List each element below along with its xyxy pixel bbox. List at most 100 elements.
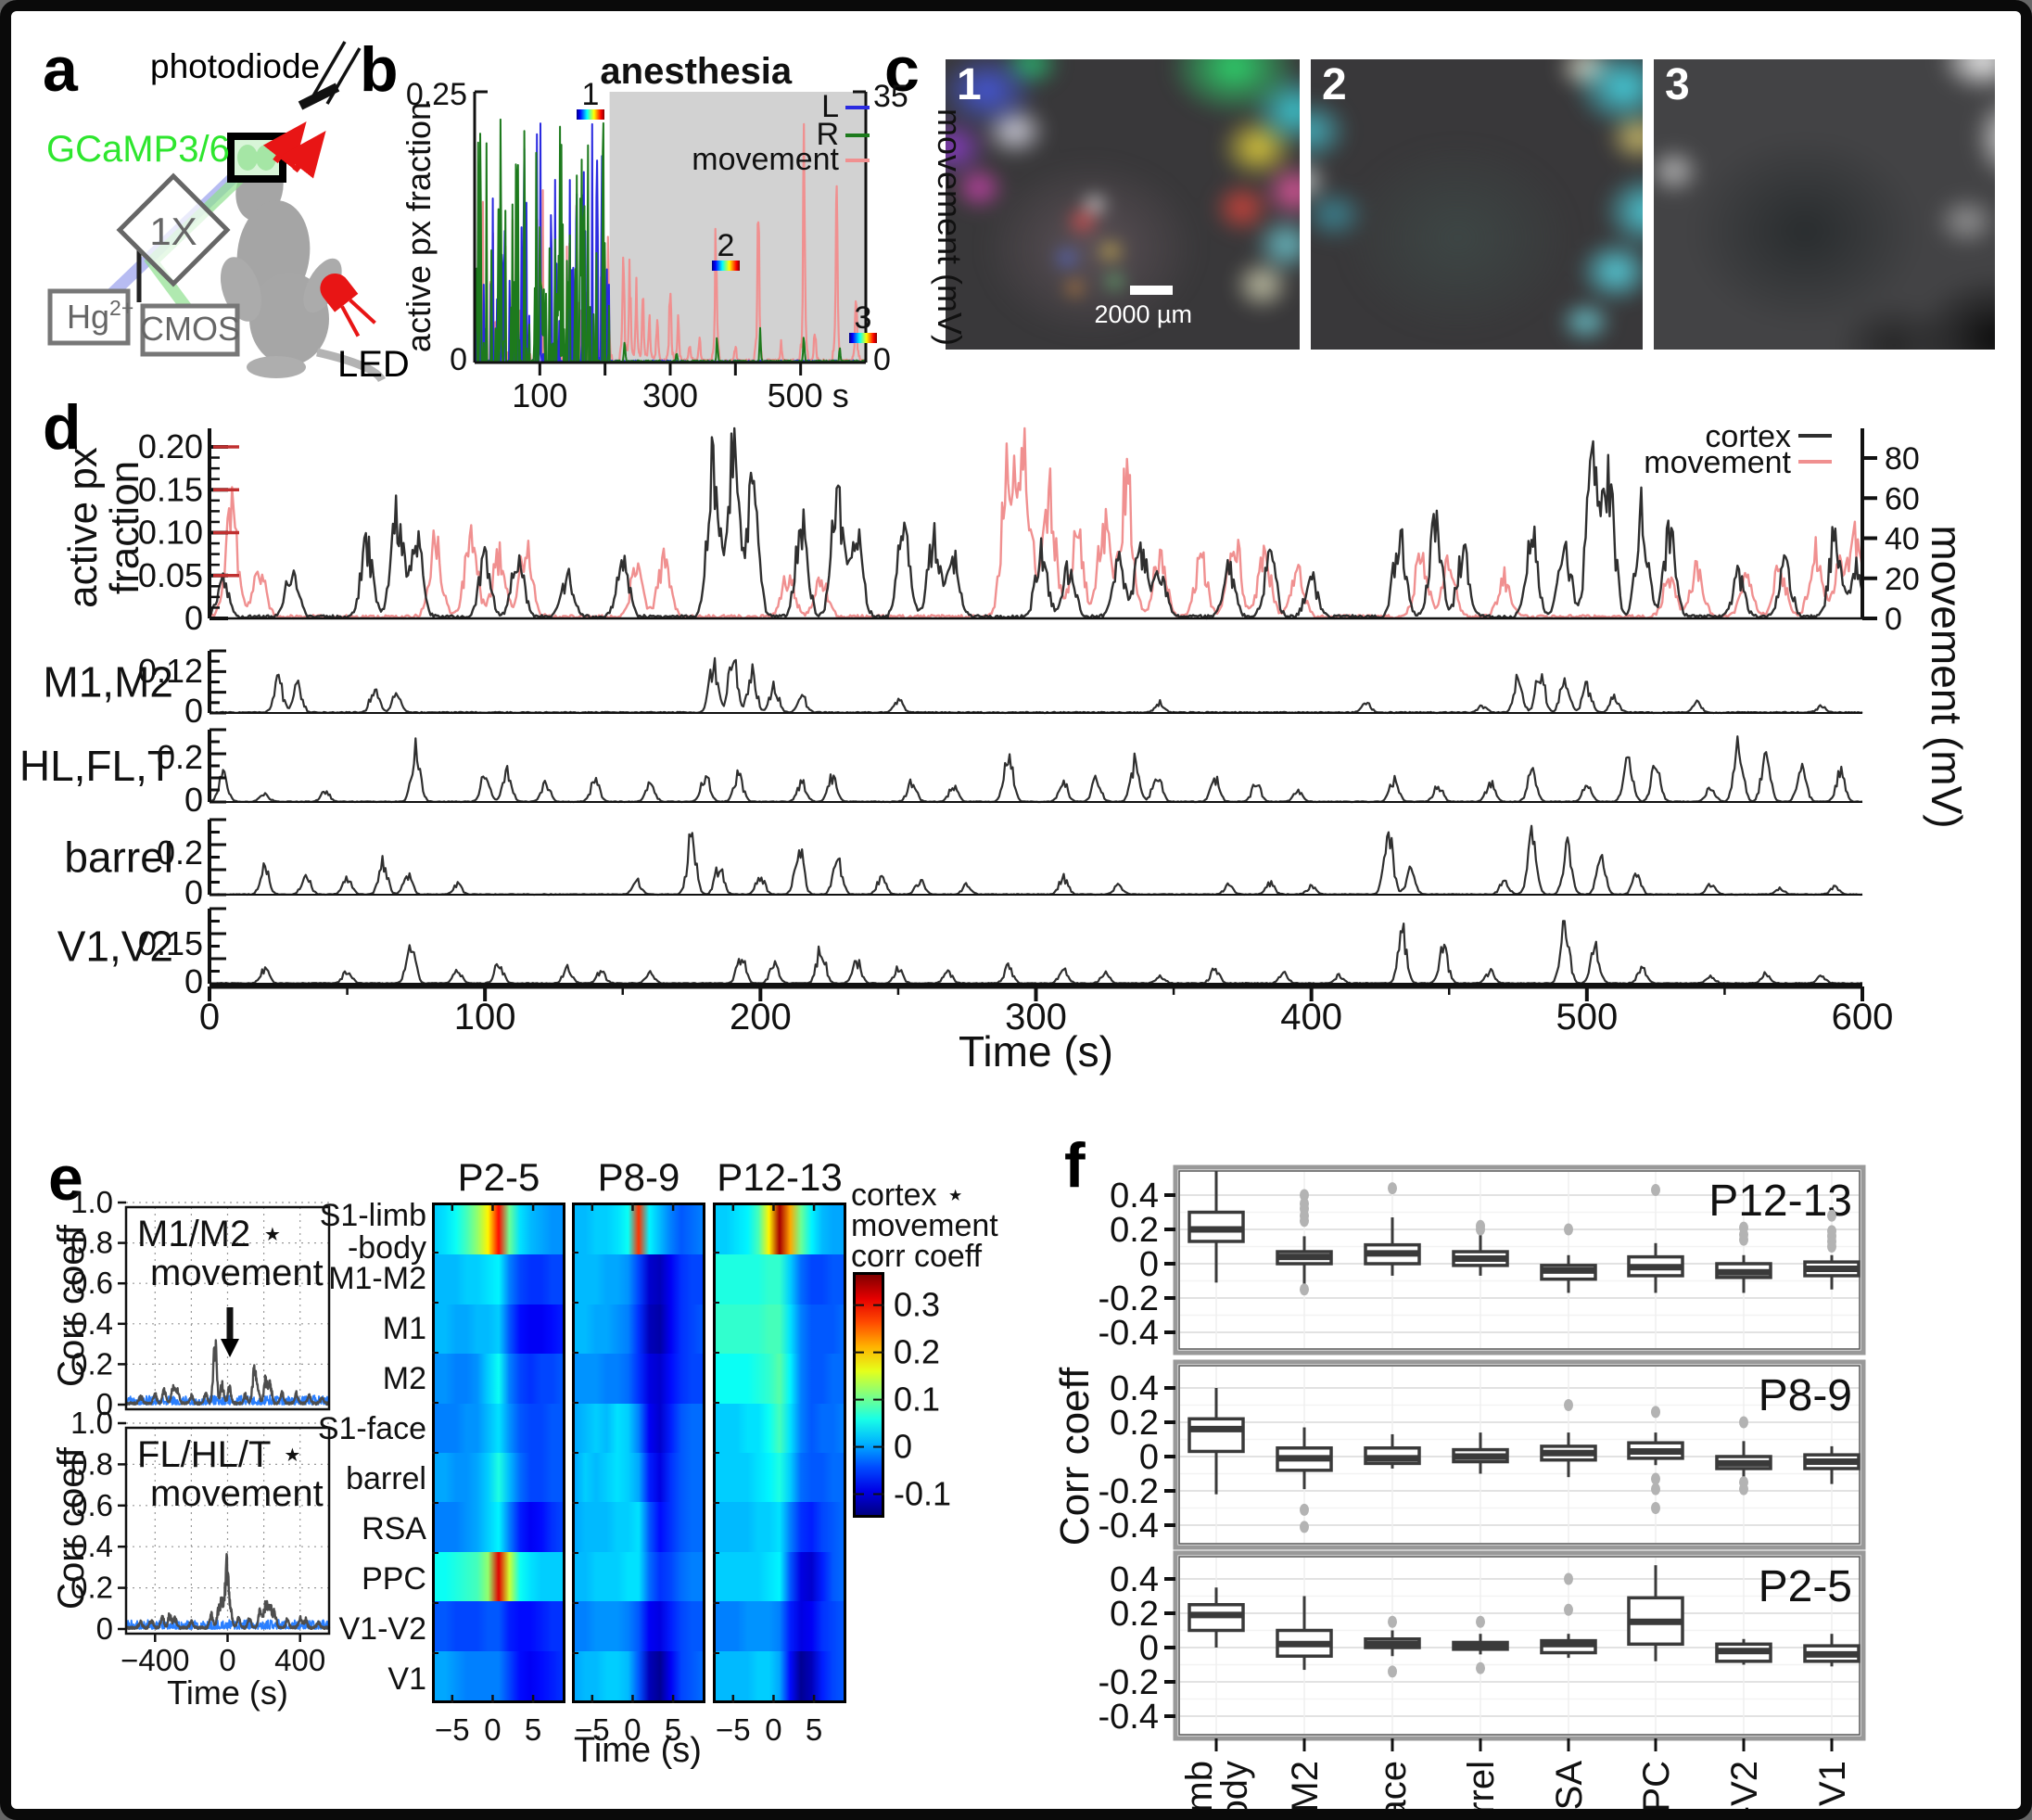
- anesthesia-title: anesthesia: [600, 51, 793, 92]
- x-tick-label: 0: [199, 997, 220, 1037]
- right-axis-title: movement (mV): [1923, 525, 1971, 828]
- movement-trace: [209, 426, 1864, 620]
- event-marker-swatch: [712, 261, 740, 271]
- image-number: 3: [1665, 60, 1690, 109]
- y-tick-label: 0: [184, 781, 203, 819]
- x-axis-title: Time (s): [574, 1731, 702, 1770]
- heatmap-row-label: -body: [348, 1230, 426, 1266]
- region-trace: [209, 920, 1863, 986]
- y-tick-label: 0: [96, 1387, 113, 1421]
- y-tick-label: -0.4: [1099, 1314, 1159, 1353]
- heatmap-row: [716, 1354, 844, 1404]
- anesthesia-chart: anesthesia 100 300 500 s 0.25 0 35 0 active px f…: [400, 51, 969, 414]
- category-label: V1: [1812, 1761, 1853, 1806]
- outlier: [1300, 1503, 1309, 1516]
- y-tick-label: 1.0: [70, 1406, 113, 1440]
- category-label: S1-face: [1373, 1761, 1414, 1809]
- heatmap-row: [575, 1502, 703, 1552]
- y-tick-label: 0.8: [70, 1226, 113, 1260]
- colorbar-tick-label: 0: [894, 1428, 912, 1466]
- x-axis-title: Time (s): [167, 1674, 288, 1712]
- y-tick-label: -0.4: [1099, 1507, 1159, 1546]
- outlier: [1651, 1502, 1660, 1514]
- x-tick-label: 300: [1005, 997, 1067, 1037]
- y-tick-label: 0.15: [138, 470, 203, 508]
- outlier: [1388, 1665, 1397, 1678]
- heatmap-row: [575, 1403, 703, 1454]
- scalebar: [1129, 286, 1173, 296]
- heatmap-row: [575, 1453, 703, 1503]
- x-tick-label: 0: [765, 1712, 781, 1747]
- x-tick-label: 400: [274, 1643, 325, 1677]
- x-tick-label: −5: [716, 1712, 751, 1747]
- outlier: [1739, 1416, 1748, 1429]
- photodiode-icon: [298, 41, 362, 110]
- heatmap-row: [575, 1205, 703, 1255]
- heatmap-row-label: S1-face: [318, 1411, 426, 1446]
- box: [1187, 1417, 1245, 1454]
- category-label: -body: [1214, 1761, 1255, 1809]
- right-tick-label: 35: [873, 79, 908, 114]
- heatmap-row: [716, 1650, 844, 1701]
- region-trace: [209, 735, 1863, 804]
- brain-image-3: 3: [1654, 59, 1995, 350]
- lens-label: 1X: [149, 210, 197, 253]
- heatmap-row: [435, 1254, 563, 1305]
- x-tick-label: 0: [219, 1643, 235, 1677]
- x-tick-label: 500: [1556, 997, 1618, 1037]
- outlier: [1388, 1182, 1397, 1195]
- colorbar-title: cortex ⋆: [851, 1177, 965, 1213]
- right-tick-label: 0: [1885, 602, 1902, 637]
- category-label: M1-M2: [1285, 1761, 1326, 1809]
- x-tick-label: 100: [512, 376, 567, 414]
- y-tick-label: 0: [184, 599, 203, 637]
- category-label: S1-limb: [1179, 1761, 1220, 1809]
- right-tick-label: 80: [1885, 441, 1920, 477]
- led-label: LED: [337, 344, 410, 385]
- heatmap-P2-5: [432, 1203, 565, 1703]
- y-tick-label: 0.05: [138, 556, 203, 594]
- legend-label: movement: [1644, 445, 1791, 480]
- y-axis-title: fraction: [102, 461, 147, 594]
- heatmap-row: [716, 1304, 844, 1355]
- brain-image-1: 1 2000 µm: [946, 59, 1300, 350]
- corr-subtitle: movement: [150, 1473, 324, 1514]
- image-number: 2: [1322, 60, 1347, 109]
- outlier: [1388, 1615, 1397, 1628]
- brain-image-1-content: [946, 59, 1300, 350]
- x-tick-label: 100: [454, 997, 516, 1037]
- outlier: [1476, 1661, 1485, 1674]
- y-tick-label: 0: [184, 873, 203, 911]
- outlier: [1651, 1472, 1660, 1485]
- image-number: 1: [957, 60, 982, 109]
- event-marker-swatch: [577, 109, 604, 120]
- y-tick-label: 0.2: [1110, 1595, 1159, 1634]
- y-tick-label: 0.4: [1110, 1369, 1159, 1408]
- heatmap-P8-9: [572, 1203, 705, 1703]
- legend-label: cortex: [1705, 419, 1791, 454]
- colorbar-tick-label: 0.1: [894, 1381, 940, 1419]
- right-tick-label: 0: [873, 342, 891, 377]
- region-trace: [209, 656, 1863, 715]
- y-tick-label: 0.15: [138, 924, 203, 962]
- photodiode-label: photodiode: [150, 47, 320, 85]
- y-tick-label: 0.12: [138, 652, 203, 690]
- outlier: [1476, 1223, 1485, 1236]
- heatmap-row: [716, 1403, 844, 1454]
- emission-arrow-2: [282, 130, 326, 179]
- brain-image-2: 2: [1311, 59, 1643, 350]
- brain-right: [256, 145, 276, 171]
- category-label: PPC: [1636, 1761, 1677, 1809]
- outlier: [1827, 1225, 1836, 1238]
- y-tick-label: 0.2: [1110, 1211, 1159, 1250]
- y-tick-label: -0.2: [1099, 1279, 1159, 1318]
- y-tick-label: 0.2: [157, 834, 203, 872]
- y-tick-label: 0.4: [1110, 1560, 1159, 1599]
- y-tick-label: 0.25: [406, 77, 467, 112]
- y-axis-title: active px fraction: [400, 102, 438, 352]
- outlier: [1300, 1197, 1309, 1210]
- anesthesia-shading: [609, 92, 866, 363]
- category-label: V1-V2: [1724, 1761, 1765, 1809]
- right-tick-label: 20: [1885, 562, 1920, 597]
